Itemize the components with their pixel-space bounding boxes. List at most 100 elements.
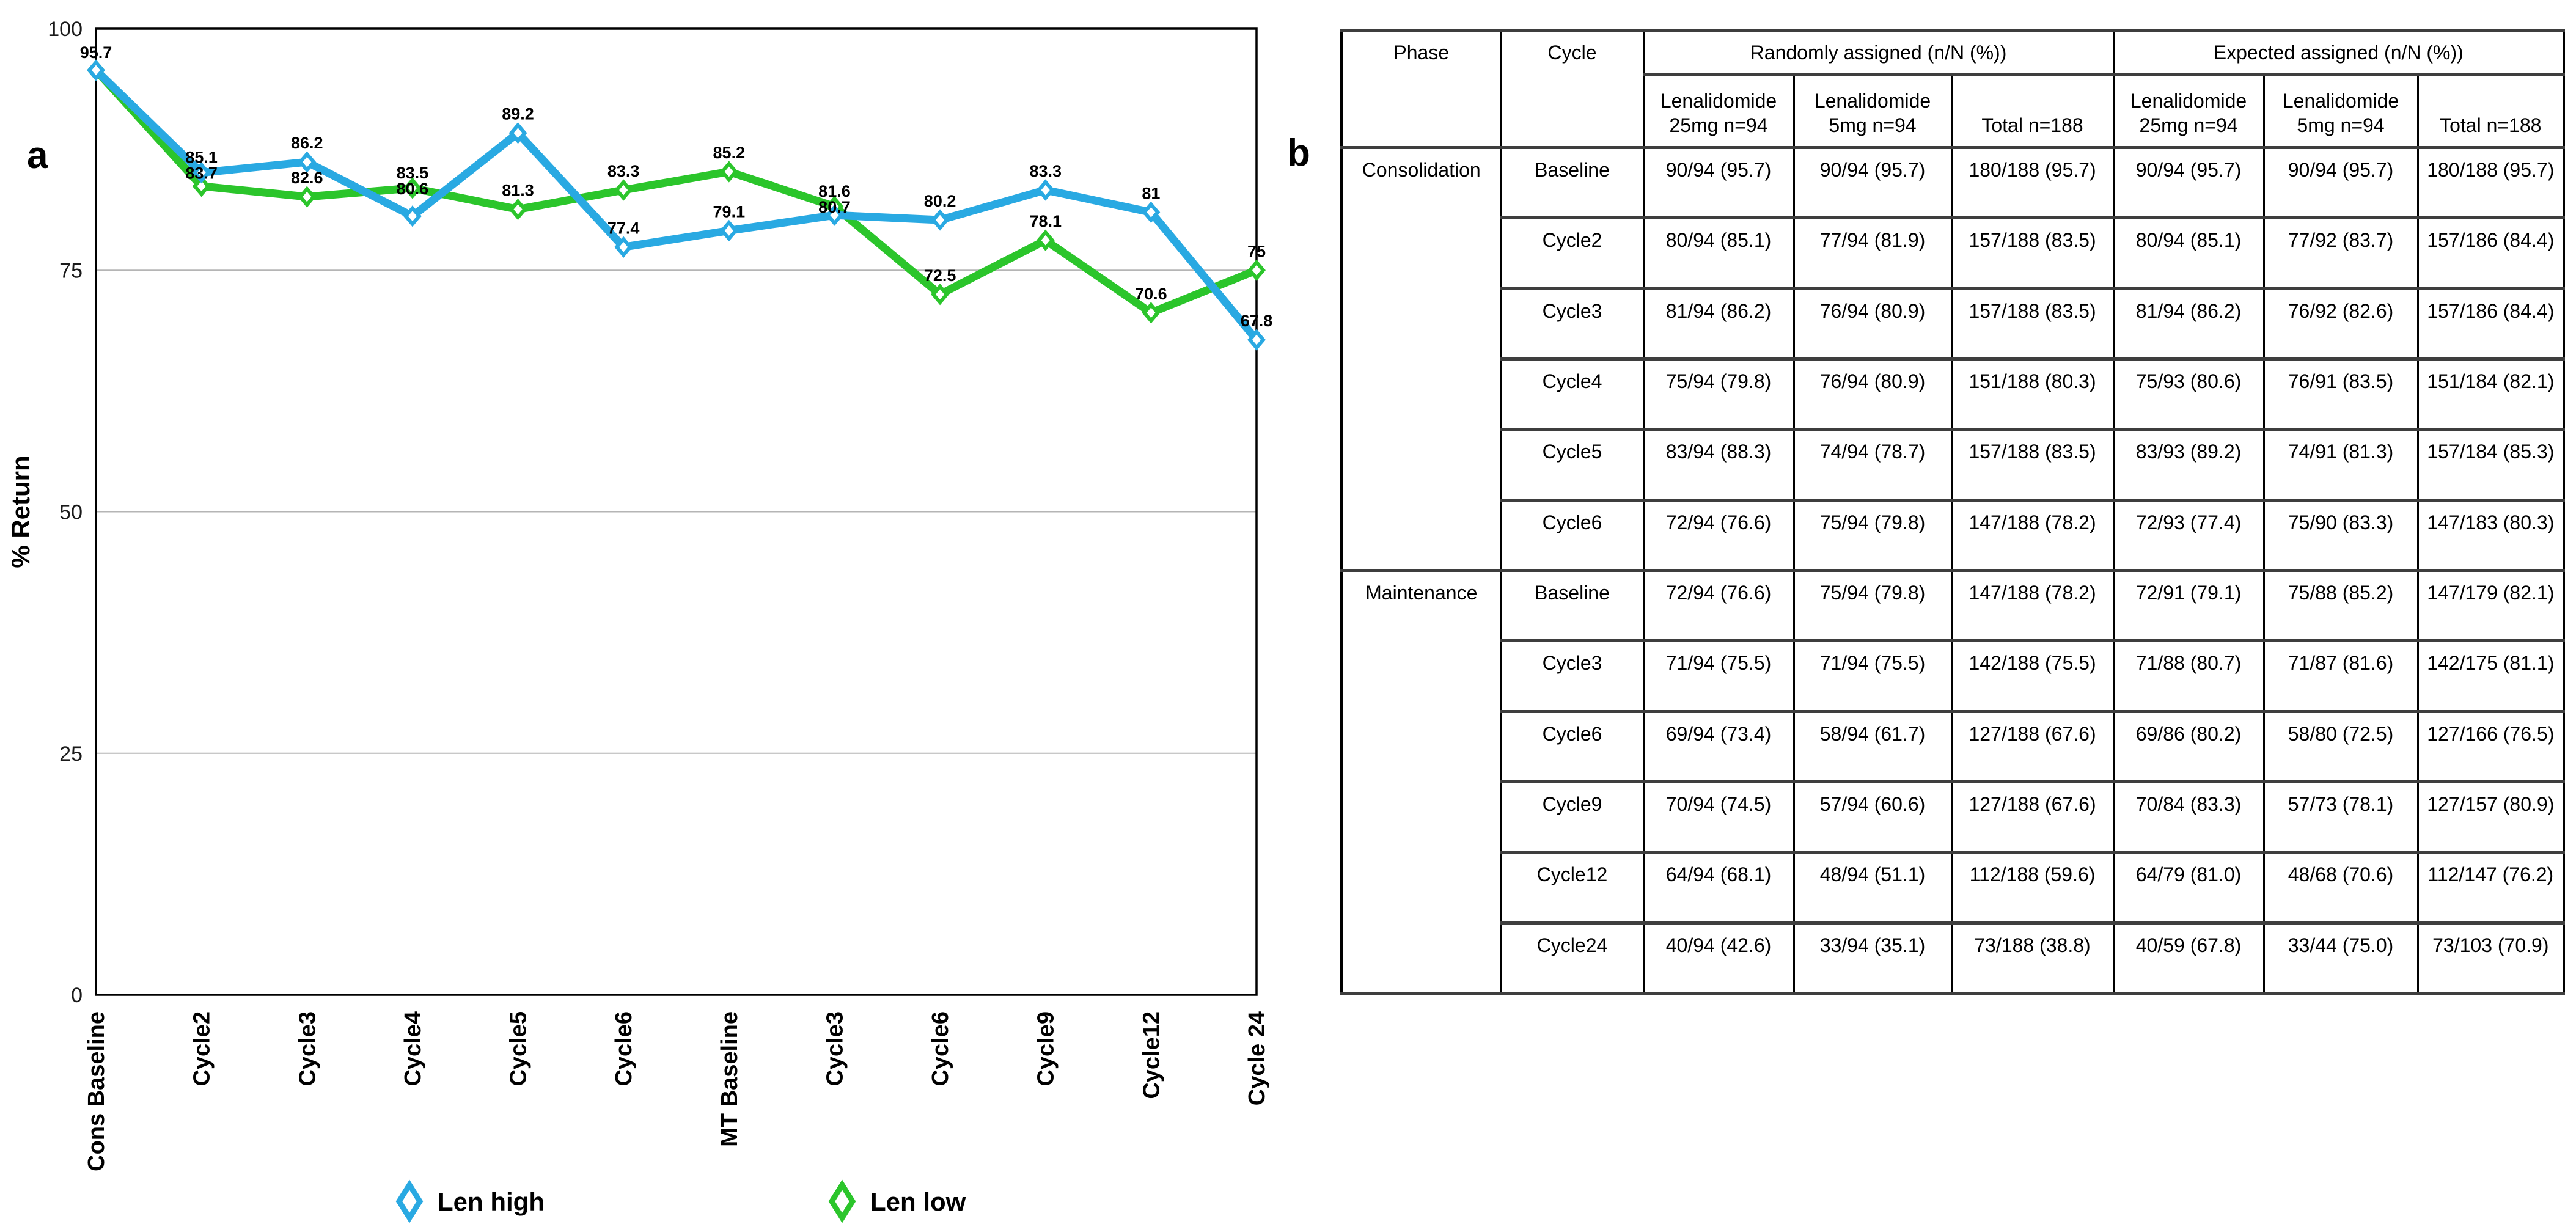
data-point-label: 79.1 [713, 202, 746, 221]
value-cell: 151/184 (82.1) [2416, 357, 2565, 431]
data-point-label: 95.7 [80, 43, 112, 62]
value-cell: 57/73 (78.1) [2262, 780, 2419, 854]
data-point-label: 83.7 [185, 164, 218, 183]
value-cell: 112/147 (76.2) [2416, 851, 2565, 925]
legend-marker-len-low [828, 1179, 856, 1223]
y-tick-label: 0 [71, 984, 83, 1007]
table-row: Cycle6 72/94 (76.6) 75/94 (79.8) 147/188 (7… [1341, 498, 2565, 572]
table-row: Cycle2 80/94 (85.1) 77/94 (81.9) 157/188 (8… [1341, 216, 2565, 290]
table-row: Maintenance Baseline 72/94 (76.6) 75/94 (79… [1340, 568, 2565, 995]
value-cell: 64/94 (68.1) [1642, 851, 1795, 925]
expected-len25-header: Lenalidomide 25mg n=94 [2112, 73, 2265, 149]
data-point-label: 81.6 [818, 182, 851, 200]
expected-total-header: Total n=188 [2416, 73, 2565, 149]
series-line-len-high [92, 66, 1261, 344]
data-point-label: 70.6 [1135, 285, 1167, 303]
value-cell: 127/188 (67.6) [1950, 780, 2115, 854]
table-row: Cycle3 71/94 (75.5) 71/94 (75.5) 142/188 (7… [1341, 639, 2565, 713]
value-cell: 75/90 (83.3) [2262, 498, 2419, 572]
data-point-marker-len-low [403, 177, 422, 199]
y-tick-label: 75 [59, 259, 83, 282]
randomly-len25-header: Lenalidomide 25mg n=94 [1642, 73, 1795, 149]
value-cell: 157/186 (84.4) [2416, 216, 2565, 290]
x-category-label: Cons Baseline [84, 1011, 109, 1171]
value-cell: 72/94 (76.6) [1642, 568, 1795, 643]
table-row: Cycle12 64/94 (68.1) 48/94 (51.1) 112/188 (… [1341, 851, 2565, 925]
data-point-label: 81 [1142, 184, 1160, 202]
x-category-label: Cycle9 [1033, 1011, 1059, 1086]
data-point-marker-len-high [931, 209, 950, 231]
randomly-total-header: Total n=188 [1950, 73, 2115, 149]
value-cell: 147/188 (78.2) [1950, 498, 2115, 572]
data-point-label: 80.6 [397, 180, 429, 198]
cycle-cell: Cycle5 [1500, 428, 1645, 502]
value-cell: 90/94 (95.7) [2262, 145, 2419, 220]
data-point-label: 72.5 [924, 266, 956, 285]
value-cell: 75/94 (79.8) [1793, 498, 1953, 572]
panel-a-label: a [27, 134, 48, 177]
data-point-label: 82.6 [291, 169, 323, 187]
y-tick-label: 100 [48, 18, 83, 41]
value-cell: 76/94 (80.9) [1793, 357, 1953, 431]
table-row: Cycle24 40/94 (42.6) 33/94 (35.1) 73/188 (3… [1341, 921, 2565, 995]
legend-label: Len high [438, 1187, 545, 1216]
cycle-cell: Cycle2 [1500, 216, 1645, 290]
x-category-label: Cycle5 [506, 1011, 532, 1086]
data-point-marker-len-high [1142, 201, 1161, 224]
cycle-column-header: Cycle [1500, 29, 1645, 149]
value-cell: 33/44 (75.0) [2262, 921, 2419, 995]
value-cell: 127/188 (67.6) [1950, 709, 2115, 783]
data-point-marker-len-low [1247, 259, 1266, 281]
value-cell: 48/94 (51.1) [1793, 851, 1953, 925]
x-category-label: Cycle2 [189, 1011, 215, 1086]
line-chart: 0 25 50 75 100 % Return 95.7 85.183.7 86.2 82.6 83… [6, 18, 1272, 1223]
cycle-cell: Baseline [1500, 145, 1645, 220]
value-cell: 76/91 (83.5) [2262, 357, 2419, 431]
value-cell: 58/94 (61.7) [1793, 709, 1953, 783]
assignment-table: Phase Cycle Randomly assigned (n/N (%)) … [1340, 29, 2566, 995]
data-point-marker-len-high [298, 151, 317, 173]
value-cell: 147/188 (78.2) [1950, 568, 2115, 643]
value-cell: 69/94 (73.4) [1642, 709, 1795, 783]
randomly-assigned-group-header: Randomly assigned (n/N (%)) [1642, 29, 2115, 76]
data-point-marker-len-low [298, 186, 317, 208]
expected-assigned-group-header: Expected assigned (n/N (%)) [2112, 29, 2565, 76]
value-cell: 127/166 (76.5) [2416, 709, 2565, 783]
data-point-label: 83.5 [397, 164, 429, 182]
value-cell: 33/94 (35.1) [1793, 921, 1953, 995]
data-point-label: 81.3 [502, 181, 534, 200]
data-point-marker-len-high [614, 236, 633, 258]
y-axis-title: % Return [6, 455, 35, 568]
table-row: Cycle4 75/94 (79.8) 76/94 (80.9) 151/188 (8… [1341, 357, 2565, 431]
value-cell: 40/59 (67.8) [2112, 921, 2265, 995]
legend-label: Len low [870, 1187, 966, 1216]
value-cell: 90/94 (95.7) [1793, 145, 1953, 220]
data-point-marker-len-high [87, 59, 105, 81]
cycle-cell: Cycle6 [1500, 709, 1645, 783]
data-point-marker-len-high [719, 219, 738, 242]
data-point-label: 83.3 [607, 162, 640, 180]
table-row: Cycle3 81/94 (86.2) 76/94 (80.9) 157/188 (8… [1341, 287, 2565, 361]
value-cell: 147/179 (82.1) [2416, 568, 2565, 643]
cycle-cell: Cycle24 [1500, 921, 1645, 995]
value-cell: 180/188 (95.7) [1950, 145, 2115, 220]
value-cell: 75/88 (85.2) [2262, 568, 2419, 643]
value-cell: 72/94 (76.6) [1642, 498, 1795, 572]
cycle-cell: Cycle9 [1500, 780, 1645, 854]
cycle-cell: Baseline [1500, 568, 1645, 643]
value-cell: 180/188 (95.7) [2416, 145, 2565, 220]
value-cell: 71/94 (75.5) [1793, 639, 1953, 713]
data-point-label: 78.1 [1029, 212, 1062, 230]
phase-cell: Consolidation [1340, 146, 1502, 572]
value-cell: 57/94 (60.6) [1793, 780, 1953, 854]
data-point-marker-len-low [614, 179, 633, 201]
x-category-label: Cycle 24 [1244, 1011, 1270, 1105]
x-category-label: Cycle12 [1139, 1011, 1164, 1099]
value-cell: 76/92 (82.6) [2262, 287, 2419, 361]
cycle-cell: Cycle3 [1500, 287, 1645, 361]
value-cell: 81/94 (86.2) [1642, 287, 1795, 361]
value-cell: 74/91 (81.3) [2262, 428, 2419, 502]
data-point-label: 80.7 [818, 198, 851, 216]
value-cell: 147/183 (80.3) [2416, 498, 2565, 572]
